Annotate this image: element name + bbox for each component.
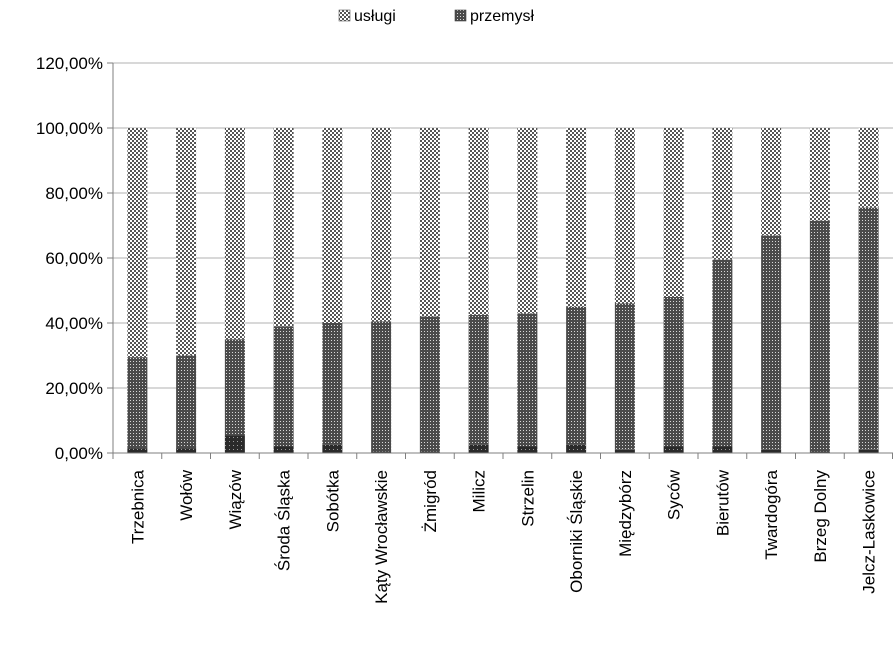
x-category-label: Wołów bbox=[177, 469, 196, 520]
x-category-label: Twardogóra bbox=[762, 469, 781, 559]
x-category-label: Trzebnica bbox=[128, 469, 147, 544]
bar-segment-przemysl bbox=[614, 303, 635, 450]
bar-segment-bottom bbox=[858, 449, 879, 453]
x-category-label: Oborniki Śląskie bbox=[567, 470, 586, 593]
bar-segment-uslugi bbox=[224, 128, 245, 340]
bar-segment-bottom bbox=[663, 446, 684, 453]
y-tick-label: 120,00% bbox=[36, 54, 103, 73]
bar-segment-bottom bbox=[176, 448, 197, 453]
bar-segment-bottom bbox=[566, 444, 587, 453]
bar-segment-przemysl bbox=[468, 314, 489, 445]
legend-label-uslugi: usługi bbox=[354, 8, 396, 25]
x-category-label: Kąty Wrocławskie bbox=[372, 470, 391, 604]
y-tick-label: 60,00% bbox=[45, 249, 103, 268]
bar-segment-przemysl bbox=[663, 297, 684, 447]
bar-segment-przemysl bbox=[712, 259, 733, 447]
bar-segment-bottom bbox=[809, 451, 830, 453]
bar-segment-bottom bbox=[322, 444, 343, 453]
bar-segment-bottom bbox=[712, 446, 733, 453]
legend-swatch-uslugi bbox=[338, 9, 351, 22]
bars bbox=[127, 128, 879, 453]
bar-segment-przemysl bbox=[566, 306, 587, 445]
y-tick-label: 20,00% bbox=[45, 379, 103, 398]
bar-segment-przemysl bbox=[224, 339, 245, 436]
bar-segment-przemysl bbox=[517, 313, 538, 447]
bar-segment-bottom bbox=[371, 451, 392, 453]
bar-segment-uslugi bbox=[517, 128, 538, 314]
bar-segment-uslugi bbox=[712, 128, 733, 260]
bar-segment-przemysl bbox=[322, 323, 343, 445]
bar-segment-przemysl bbox=[176, 355, 197, 449]
bar-segment-uslugi bbox=[273, 128, 294, 327]
bar-segment-uslugi bbox=[761, 128, 782, 236]
bar-segment-bottom bbox=[468, 444, 489, 453]
bar-segment-przemysl bbox=[127, 357, 148, 449]
x-category-label: Milicz bbox=[470, 470, 489, 513]
bar-segment-uslugi bbox=[663, 128, 684, 297]
legend-swatch-przemysl bbox=[454, 9, 467, 22]
y-axis-tick-labels: 0,00% 20,00% 40,00% 60,00% 80,00% 100,00% 120,… bbox=[36, 54, 103, 463]
x-category-label: Syców bbox=[665, 469, 684, 520]
bar-segment-uslugi bbox=[176, 128, 197, 356]
x-axis-category-labels: Trzebnica Wołów Wiązów Środa Śląska Sobótka K… bbox=[128, 469, 878, 604]
legend: usługi przemysł bbox=[338, 8, 534, 25]
legend-item-uslugi: usługi bbox=[338, 8, 396, 25]
bar-segment-uslugi bbox=[322, 128, 343, 323]
bar-segment-bottom bbox=[273, 446, 294, 453]
bar-segment-bottom bbox=[127, 448, 148, 453]
bar-segment-uslugi bbox=[809, 128, 830, 221]
x-category-label: Międzybórz bbox=[616, 470, 635, 557]
x-category-label: Strzelin bbox=[518, 470, 537, 527]
legend-item-przemysl: przemysł bbox=[454, 8, 534, 25]
bar-segment-przemysl bbox=[858, 207, 879, 450]
x-category-label: Brzeg Dolny bbox=[811, 470, 830, 563]
bar-segment-przemysl bbox=[761, 235, 782, 450]
bar-segment-uslugi bbox=[419, 128, 440, 317]
bar-segment-uslugi bbox=[127, 128, 148, 358]
y-tick-label: 80,00% bbox=[45, 184, 103, 203]
bar-segment-przemysl bbox=[273, 326, 294, 447]
bar-segment-przemysl bbox=[371, 321, 392, 452]
bar-segment-bottom bbox=[419, 451, 440, 453]
bar-segment-przemysl bbox=[809, 220, 830, 452]
x-category-label: Wiązów bbox=[226, 469, 245, 529]
bar-segment-uslugi bbox=[614, 128, 635, 304]
legend-label-przemysl: przemysł bbox=[470, 8, 534, 25]
axes bbox=[112, 63, 893, 459]
bar-segment-bottom bbox=[224, 435, 245, 453]
bar-segment-bottom bbox=[761, 449, 782, 453]
bar-segment-uslugi bbox=[858, 128, 879, 208]
y-tick-label: 40,00% bbox=[45, 314, 103, 333]
bar-segment-bottom bbox=[614, 449, 635, 453]
bar-segment-uslugi bbox=[566, 128, 587, 307]
x-category-label: Środa Śląska bbox=[275, 469, 294, 571]
y-tick-label: 0,00% bbox=[55, 444, 103, 463]
x-category-label: Bierutów bbox=[713, 469, 732, 536]
bar-segment-uslugi bbox=[468, 128, 489, 315]
x-category-label: Jelcz-Laskowice bbox=[860, 470, 879, 594]
x-category-label: Żmigród bbox=[421, 470, 440, 532]
bar-segment-przemysl bbox=[419, 316, 440, 452]
bar-segment-uslugi bbox=[371, 128, 392, 322]
x-category-label: Sobótka bbox=[323, 469, 342, 532]
bar-segment-bottom bbox=[517, 446, 538, 453]
y-tick-label: 100,00% bbox=[36, 119, 103, 138]
